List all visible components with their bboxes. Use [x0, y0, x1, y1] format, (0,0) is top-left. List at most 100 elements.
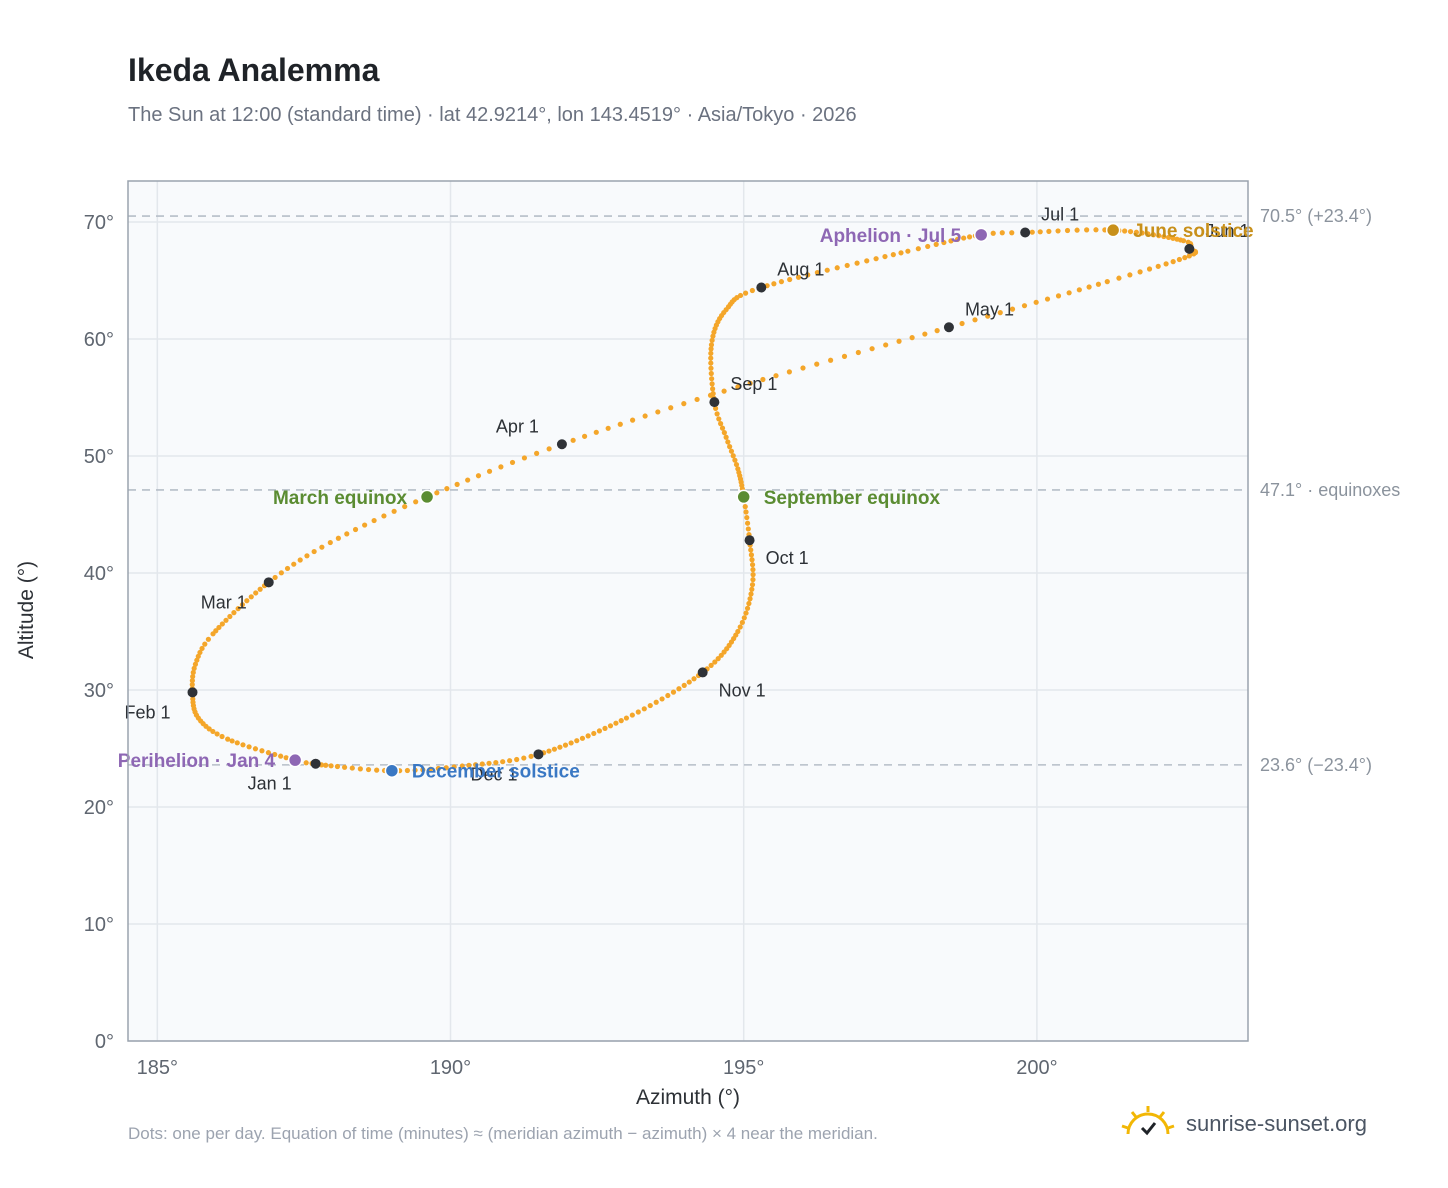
day-dot — [742, 504, 748, 510]
day-dot — [760, 376, 766, 383]
day-dot — [402, 503, 408, 510]
day-dot — [234, 740, 240, 746]
day-dot — [509, 459, 516, 466]
day-dot — [1064, 227, 1071, 234]
day-dot — [721, 430, 727, 436]
day-dot — [521, 755, 527, 761]
day-dot — [959, 320, 965, 327]
day-dot — [1033, 299, 1039, 305]
month-marker — [533, 749, 544, 760]
day-dot — [864, 258, 870, 264]
day-dot — [239, 602, 246, 608]
day-dot — [562, 742, 569, 748]
month-marker — [943, 322, 954, 333]
day-dot — [710, 386, 716, 392]
day-dot — [748, 547, 754, 553]
day-dot — [728, 448, 735, 454]
day-dot — [748, 591, 754, 597]
day-dot — [718, 652, 724, 658]
day-dot — [743, 610, 749, 616]
day-dot — [1186, 253, 1192, 259]
month-marker — [709, 397, 720, 408]
day-dot — [708, 662, 714, 669]
day-dot — [708, 350, 714, 356]
day-dot — [1055, 293, 1062, 299]
event-marker — [973, 227, 989, 243]
day-dot — [265, 750, 272, 756]
day-dot — [814, 361, 820, 367]
day-dot — [744, 514, 750, 521]
day-dot — [999, 230, 1005, 236]
day-dot — [465, 477, 471, 483]
day-dot — [1084, 227, 1090, 233]
day-dot — [365, 766, 372, 773]
event-markers: March equinox September equinox June solst… — [118, 221, 1254, 783]
day-dot — [596, 728, 603, 734]
day-dot — [229, 738, 235, 744]
day-dot — [749, 586, 755, 592]
day-dot — [252, 746, 259, 752]
day-dot — [344, 531, 350, 537]
day-dot — [1009, 230, 1015, 236]
day-dot — [719, 425, 726, 431]
day-dot — [404, 767, 410, 774]
day-dot — [189, 681, 195, 688]
day-dot — [593, 429, 599, 435]
day-dot — [647, 702, 653, 709]
day-dot — [890, 252, 896, 258]
reference-line-label: 23.6° (−23.4°) — [1260, 755, 1372, 775]
day-dot — [749, 562, 756, 568]
day-dot — [352, 526, 359, 533]
day-dot — [521, 455, 528, 461]
day-dot — [746, 600, 752, 607]
day-dot — [253, 590, 259, 596]
day-dot — [227, 613, 233, 620]
day-dot — [591, 730, 597, 737]
day-dot — [681, 401, 687, 407]
month-markers: Jan 1 Feb 1 Mar 1 Apr 1 May 1 Jun 1 Jul 1 Aug 1… — [125, 204, 1250, 793]
day-dot — [710, 391, 716, 397]
day-dot — [486, 760, 492, 766]
day-dot — [466, 762, 472, 768]
day-dot — [909, 335, 915, 341]
day-dot — [451, 764, 457, 770]
sun-icon — [1121, 1106, 1175, 1136]
y-tick-label: 30° — [84, 680, 114, 702]
day-dot — [665, 692, 671, 699]
day-dot — [844, 262, 850, 269]
day-dot — [1150, 232, 1157, 238]
x-tick-label: 190° — [430, 1057, 471, 1079]
day-dot — [712, 659, 718, 665]
day-dot — [1139, 230, 1145, 236]
day-dot — [1174, 236, 1180, 242]
day-dot — [192, 661, 199, 667]
day-dot — [319, 544, 325, 550]
x-tick-label: 200° — [1016, 1057, 1057, 1079]
day-dot — [744, 605, 751, 611]
event-label: March equinox — [273, 488, 408, 509]
y-tick-label: 70° — [84, 212, 114, 234]
day-dot — [896, 338, 902, 344]
day-dot — [231, 610, 237, 616]
day-dot — [694, 396, 700, 403]
day-dot — [304, 553, 310, 559]
footnote: Dots: one per day. Equation of time (min… — [128, 1124, 878, 1143]
y-axis-label: Altitude (°) — [15, 561, 38, 659]
day-dot — [873, 256, 879, 262]
day-dot — [1145, 231, 1151, 237]
day-dot — [475, 473, 482, 479]
day-dot — [334, 763, 341, 770]
month-marker-label: May 1 — [965, 299, 1014, 319]
day-dot — [323, 762, 329, 768]
brand-logo[interactable]: sunrise-sunset.org — [1120, 1100, 1367, 1148]
day-dot — [954, 236, 961, 243]
day-dot — [744, 520, 751, 526]
day-dot — [605, 425, 611, 431]
day-dot — [855, 349, 861, 356]
day-dot — [546, 748, 552, 754]
day-dot — [272, 751, 278, 758]
day-dot — [219, 733, 225, 740]
day-dot — [585, 733, 591, 739]
day-dot — [311, 548, 317, 555]
